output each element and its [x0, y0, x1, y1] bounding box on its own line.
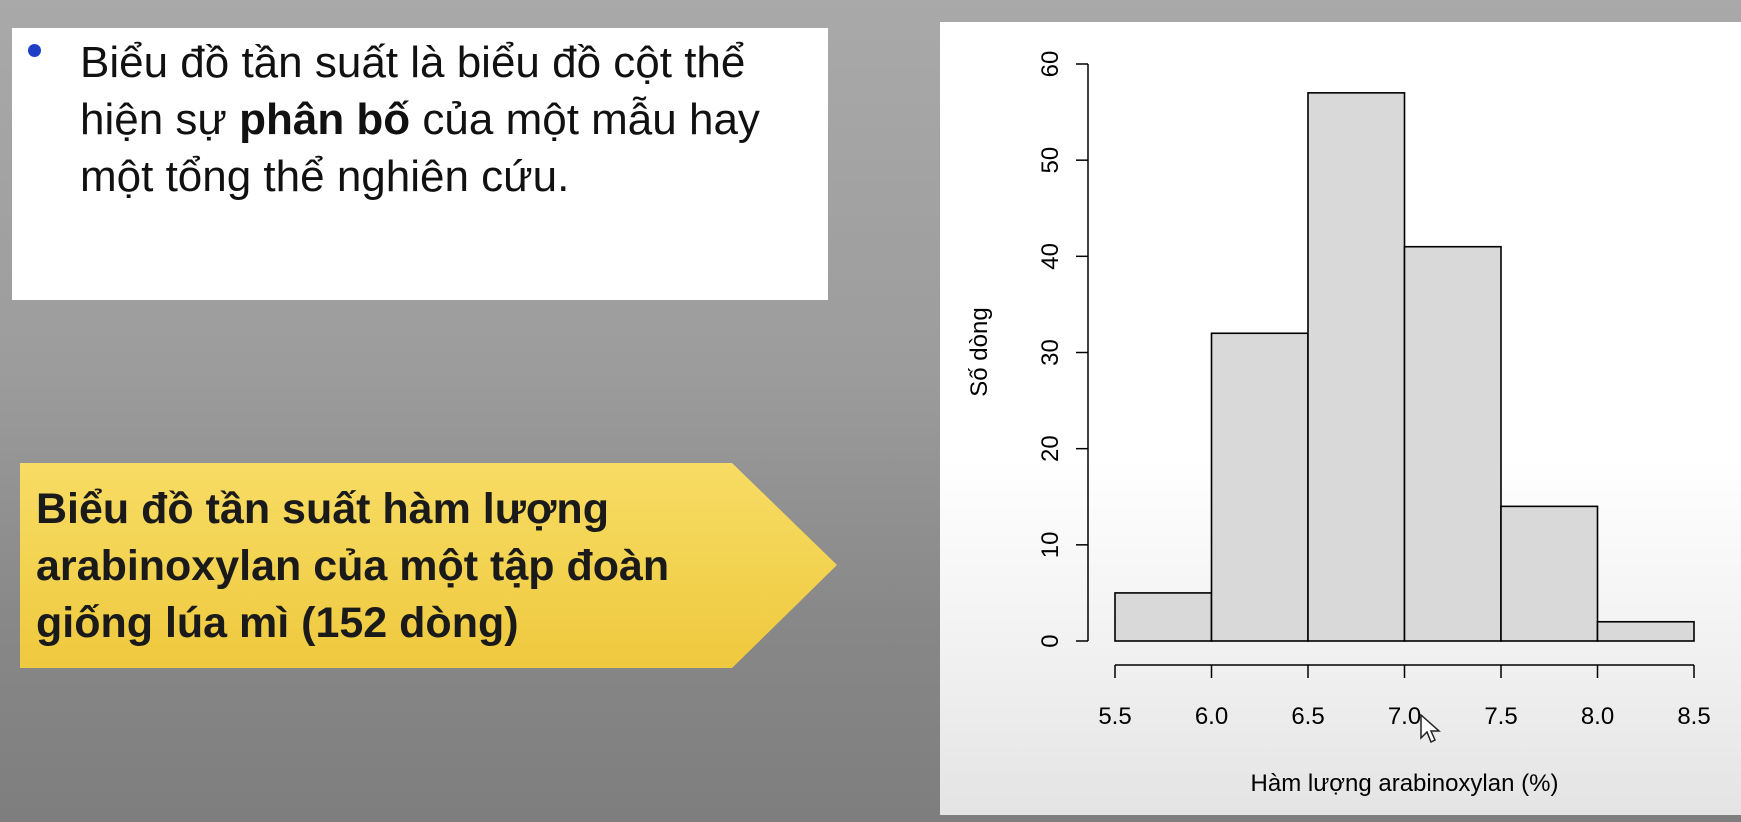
definition-text-bold: phân bố	[239, 95, 411, 144]
x-tick-label: 5.5	[1098, 703, 1131, 730]
x-tick-label: 7.0	[1388, 703, 1421, 730]
histogram-bar	[1403, 245, 1502, 642]
histogram-bar	[1210, 332, 1309, 642]
callout-arrow: Biểu đồ tần suất hàm lượng arabinoxylan …	[20, 463, 837, 668]
x-tick-label: 8.5	[1677, 703, 1710, 730]
definition-box	[12, 28, 828, 300]
mouse-cursor-icon	[1420, 714, 1441, 744]
x-tick-label: 6.0	[1195, 703, 1228, 730]
bullet-dot	[28, 44, 41, 57]
histogram-bar	[1596, 620, 1695, 642]
y-tick-label: 10	[1037, 531, 1064, 558]
x-tick-label: 6.5	[1291, 703, 1324, 730]
y-tick-label: 60	[1037, 51, 1064, 78]
y-axis-label: Số dòng	[966, 307, 993, 396]
definition-text-part1: Biểu đồ tần suất là biểu đồ cột thể hiện…	[80, 38, 746, 144]
y-tick-label: 50	[1037, 147, 1064, 174]
definition-text-part2: của một mẫu hay một tổng thể nghiên cứu.	[80, 95, 760, 201]
definition-text: Biểu đồ tần suất là biểu đồ cột thể hiện…	[80, 34, 820, 205]
y-tick-label: 40	[1037, 243, 1064, 270]
histogram-chart: 0 10 20 30 40 50 60 5.5 6.0 6.5 7.0 7.5 8.0 8.5 Hàm lư…	[966, 51, 1711, 797]
histogram-panel: 0 10 20 30 40 50 60 5.5 6.0 6.5 7.0 7.5 8.0 8.5 Hàm lư…	[940, 22, 1741, 815]
x-tick-label: 8.0	[1581, 703, 1614, 730]
callout-shape	[20, 463, 837, 668]
y-tick-label: 0	[1037, 634, 1064, 647]
callout-text: Biểu đồ tần suất hàm lượng arabinoxylan …	[36, 485, 670, 647]
x-tick-label: 7.5	[1484, 703, 1517, 730]
x-axis-label: Hàm lượng arabinoxylan (%)	[1251, 770, 1559, 797]
histogram-bar	[1307, 92, 1406, 642]
histogram-bar	[1500, 505, 1599, 642]
y-tick-label: 20	[1037, 435, 1064, 462]
histogram-bar	[1114, 592, 1213, 642]
y-tick-label: 30	[1037, 339, 1064, 366]
